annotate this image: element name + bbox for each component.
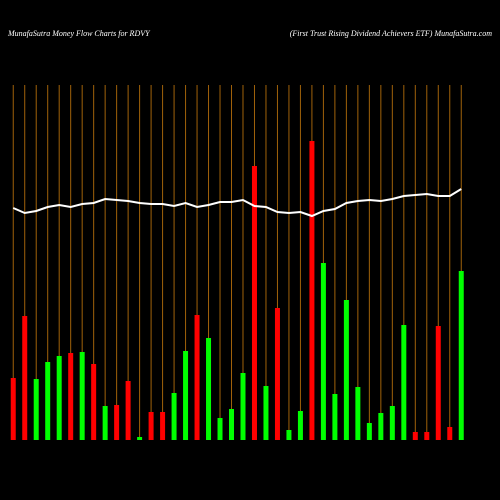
bar	[378, 413, 384, 440]
bar	[194, 315, 200, 440]
bar	[263, 386, 269, 440]
bar	[458, 271, 464, 440]
bar	[160, 412, 166, 440]
bar	[68, 353, 74, 440]
bar	[33, 379, 39, 440]
bar	[401, 325, 407, 440]
bar	[22, 316, 28, 440]
bar	[251, 166, 257, 440]
bar	[79, 352, 85, 440]
chart-title: MunafaSutra Money Flow Charts for RDVY	[7, 29, 151, 38]
bar	[297, 411, 303, 440]
chart-subtitle: (First Trust Rising Dividend Achievers E…	[290, 29, 493, 38]
bar	[137, 437, 143, 440]
bar	[217, 418, 223, 440]
bar	[286, 430, 292, 440]
bar	[102, 406, 108, 440]
bar	[91, 364, 97, 440]
bar	[366, 423, 372, 440]
bar	[114, 405, 120, 440]
bar	[148, 412, 154, 440]
bar	[10, 378, 16, 440]
bar	[320, 263, 326, 440]
bar	[45, 362, 51, 440]
bar	[274, 308, 280, 440]
bar	[56, 356, 62, 440]
bar	[343, 300, 349, 440]
bar	[125, 381, 131, 440]
bar	[309, 141, 315, 440]
price-line	[12, 188, 462, 218]
bar	[355, 387, 361, 440]
bar	[171, 393, 177, 440]
bar	[332, 394, 338, 440]
bar	[424, 432, 430, 440]
bar	[206, 338, 212, 440]
bar	[389, 406, 395, 440]
bar	[447, 427, 453, 440]
bar	[183, 351, 189, 440]
bar	[240, 373, 246, 440]
bar	[435, 326, 441, 440]
bar	[412, 432, 418, 440]
bar	[229, 409, 235, 440]
